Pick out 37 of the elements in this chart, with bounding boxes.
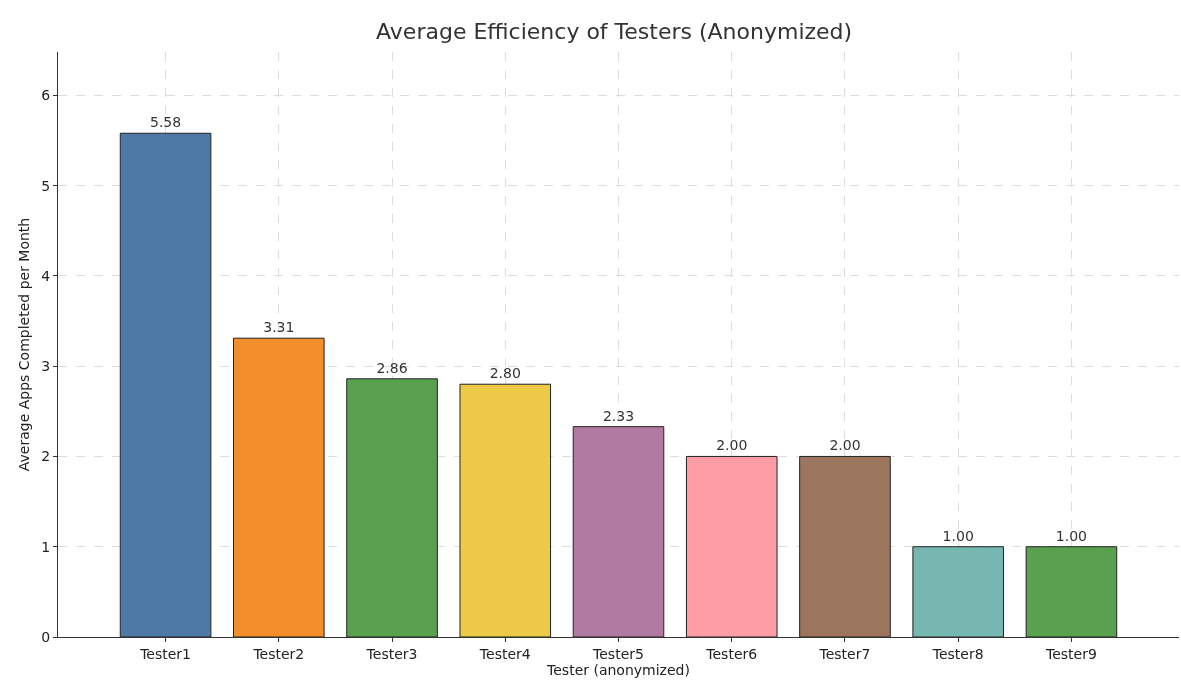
y-tick-label: 1 <box>41 538 51 555</box>
bar <box>799 455 891 637</box>
bar <box>346 378 438 637</box>
data-label: 3.31 <box>263 319 295 336</box>
data-label: 1.00 <box>942 527 974 544</box>
bar <box>233 337 325 637</box>
y-tick-label: 6 <box>41 87 51 104</box>
chart-title: Average Efficiency of Testers (Anonymized) <box>376 19 853 45</box>
x-tick-label: Tester6 <box>705 645 758 662</box>
bar <box>572 426 665 637</box>
y-tick-label: 2 <box>41 448 51 465</box>
data-label: 2.00 <box>716 437 748 454</box>
y-tick-label: 0 <box>41 628 51 645</box>
x-tick-label: Tester3 <box>365 645 418 662</box>
x-tick-label: Tester1 <box>139 645 191 662</box>
data-label: 2.00 <box>829 437 861 454</box>
bar <box>912 546 1004 637</box>
x-tick-label: Tester8 <box>931 645 984 662</box>
y-tick-label: 4 <box>41 267 51 284</box>
y-axis-title: Average Apps Completed per Month <box>15 217 32 472</box>
y-tick-label: 3 <box>41 358 51 375</box>
data-label: 2.33 <box>602 407 635 424</box>
bar <box>1025 546 1118 637</box>
bar <box>685 455 778 637</box>
x-tick-label: Tester5 <box>592 645 644 662</box>
data-label: 5.58 <box>149 114 182 131</box>
data-label: 1.00 <box>1055 527 1088 544</box>
x-tick-label: Tester7 <box>818 645 871 662</box>
y-tick-label: 5 <box>41 177 51 194</box>
x-tick-label: Tester4 <box>478 645 531 662</box>
x-tick-label: Tester2 <box>252 645 305 662</box>
data-label: 2.80 <box>489 365 521 382</box>
bar <box>459 383 552 637</box>
x-tick-label: Tester9 <box>1045 645 1097 662</box>
data-label: 2.86 <box>376 359 408 376</box>
bar <box>119 132 212 637</box>
x-axis-title: Tester (anonymized) <box>546 661 690 678</box>
